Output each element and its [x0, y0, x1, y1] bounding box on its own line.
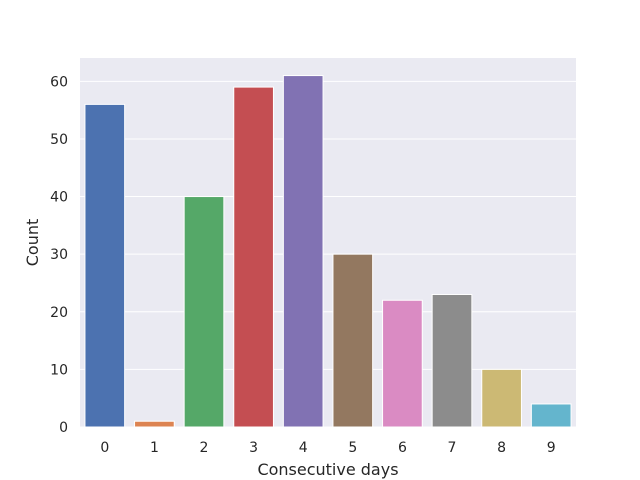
- x-tick-label: 4: [299, 440, 308, 456]
- y-tick-labels: 0 10 20 30 40 50 60: [50, 74, 68, 436]
- x-tick-label: 2: [200, 440, 209, 456]
- bar-0: [84, 103, 126, 428]
- bar-8: [481, 368, 522, 428]
- x-tick-label: 8: [497, 440, 506, 456]
- bar-4: [282, 75, 324, 428]
- y-tick-label: 60: [50, 74, 68, 90]
- y-tick-label: 40: [50, 190, 68, 206]
- bar-7: [431, 293, 473, 428]
- x-tick-label: 3: [249, 440, 258, 456]
- y-tick-label: 30: [50, 247, 68, 263]
- y-tick-label: 10: [50, 362, 68, 378]
- y-tick-label: 0: [59, 420, 68, 436]
- x-tick-label: 5: [348, 440, 357, 456]
- bar-3: [233, 86, 274, 428]
- bar-5: [332, 253, 374, 428]
- y-axis-label: Count: [23, 219, 42, 267]
- x-tick-label: 6: [398, 440, 407, 456]
- bar-2: [183, 196, 225, 428]
- x-tick-labels: 0 1 2 3 4 5 6 7 8 9: [100, 440, 555, 456]
- x-tick-label: 7: [448, 440, 457, 456]
- y-tick-label: 50: [50, 132, 68, 148]
- bar-9: [530, 403, 572, 428]
- y-tick-label: 20: [50, 305, 68, 321]
- plot-background: [80, 58, 576, 427]
- x-axis-label: Consecutive days: [257, 460, 398, 479]
- bars: [84, 75, 572, 428]
- x-tick-label: 0: [100, 440, 109, 456]
- x-tick-label: 9: [547, 440, 556, 456]
- x-tick-label: 1: [150, 440, 159, 456]
- bar-6: [382, 299, 423, 428]
- bar-1: [134, 420, 175, 428]
